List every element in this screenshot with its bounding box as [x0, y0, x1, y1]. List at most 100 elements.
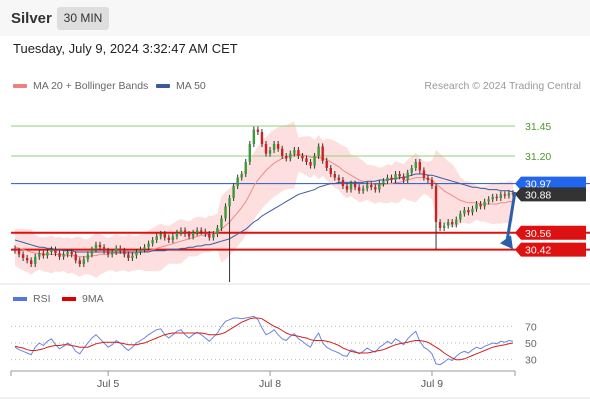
candle-body — [187, 234, 191, 237]
forecast-arrow-head — [500, 235, 513, 250]
candle-body — [317, 146, 320, 156]
candle-body — [422, 170, 426, 178]
candle-body — [50, 249, 53, 252]
level-label-31.20: 31.20 — [525, 151, 551, 163]
candle-body — [325, 160, 328, 168]
candle-body — [119, 248, 122, 251]
forecast-arrow-shaft — [505, 191, 517, 242]
candle-body — [382, 181, 385, 184]
candle-body — [62, 254, 65, 257]
candle-body — [451, 222, 454, 225]
candle-body — [228, 198, 231, 207]
candle-body — [29, 260, 33, 264]
candle-body — [366, 184, 369, 189]
candle-body — [280, 148, 284, 156]
candle-body — [159, 234, 162, 237]
legend-ma20: MA 20 + Bollinger Bands — [13, 80, 148, 92]
legend-9ma: 9MA — [62, 293, 104, 305]
candle-body — [378, 183, 381, 190]
candle-body — [370, 184, 373, 188]
candle-body — [183, 230, 187, 234]
copyright: Research © 2024 Trading Central — [424, 80, 581, 92]
candle-body — [74, 254, 77, 261]
candle-body — [483, 201, 486, 207]
timestamp: Tuesday, July 9, 2024 3:32:47 AM CET — [13, 41, 238, 56]
candle-body — [123, 250, 126, 255]
candle-body — [58, 253, 61, 257]
rsi-swatch — [13, 297, 27, 301]
candle-body — [353, 183, 357, 188]
candle-body — [191, 232, 195, 237]
candle-body — [34, 256, 37, 264]
candle-body — [321, 146, 324, 161]
candle-body — [406, 172, 409, 180]
candle-body — [212, 234, 215, 238]
candle-body — [357, 187, 361, 191]
candle-body — [195, 230, 199, 233]
candle-body — [289, 153, 292, 159]
candle-body — [46, 252, 49, 256]
candle-body — [244, 162, 247, 174]
candle-body — [386, 177, 389, 182]
price-tag-text-30.88: 30.88 — [525, 189, 551, 201]
candle-body — [200, 230, 203, 232]
candle-body — [313, 156, 316, 166]
candle-body — [143, 247, 146, 250]
candle-body — [426, 177, 430, 180]
candle-body — [503, 194, 507, 196]
x-tick-label: Jul 8 — [259, 378, 281, 390]
candle-body — [216, 228, 219, 234]
x-tick-label: Jul 9 — [421, 378, 443, 390]
candle-body — [418, 162, 422, 171]
price-tag-30.56 — [515, 225, 586, 240]
candle-body — [301, 156, 304, 159]
candle-body — [337, 177, 341, 180]
candle-body — [240, 174, 243, 178]
candle-body — [507, 193, 511, 196]
rsi-level-label-50: 50 — [525, 338, 537, 350]
candle-body — [272, 144, 276, 150]
candle-body — [511, 193, 515, 195]
candle-body — [151, 240, 154, 244]
candle-body — [491, 196, 494, 200]
candle-body — [25, 258, 29, 261]
timeframe-badge[interactable]: 30 MIN — [57, 7, 109, 30]
candle-body — [430, 180, 434, 186]
candle-body — [361, 188, 365, 191]
candle-body — [38, 253, 41, 257]
candle-body — [479, 204, 482, 207]
candle-body — [66, 252, 69, 255]
ma50-line — [14, 173, 514, 253]
candle-body — [82, 259, 86, 264]
candle-body — [260, 132, 264, 144]
rsi-level-label-70: 70 — [525, 321, 537, 333]
legend-9ma-label: 9MA — [82, 293, 104, 305]
candle-body — [232, 186, 235, 198]
candle-body — [459, 213, 462, 220]
candle-body — [438, 222, 442, 228]
candle-body — [390, 177, 393, 180]
candle-body — [70, 252, 73, 255]
candle-body — [94, 244, 98, 250]
candle-body — [414, 162, 417, 168]
candle-body — [285, 156, 288, 159]
candle-body — [297, 150, 300, 156]
price-tag-30.97 — [515, 176, 586, 191]
candle-body — [86, 254, 90, 260]
candle-body — [17, 250, 21, 255]
candle-body — [110, 252, 114, 255]
legend-rsi: RSI — [13, 293, 51, 305]
rsi-line — [14, 315, 514, 366]
candle-body — [268, 150, 272, 154]
price-tag-30.42 — [515, 242, 586, 257]
candle-body — [293, 150, 296, 154]
candle-body — [171, 236, 175, 240]
candle-body — [495, 196, 498, 198]
candle-body — [102, 247, 106, 251]
candle-body — [115, 248, 118, 252]
legend-rsi-label: RSI — [33, 293, 51, 305]
candle-body — [204, 231, 207, 234]
candle-body — [374, 187, 377, 190]
candle-body — [175, 232, 179, 237]
